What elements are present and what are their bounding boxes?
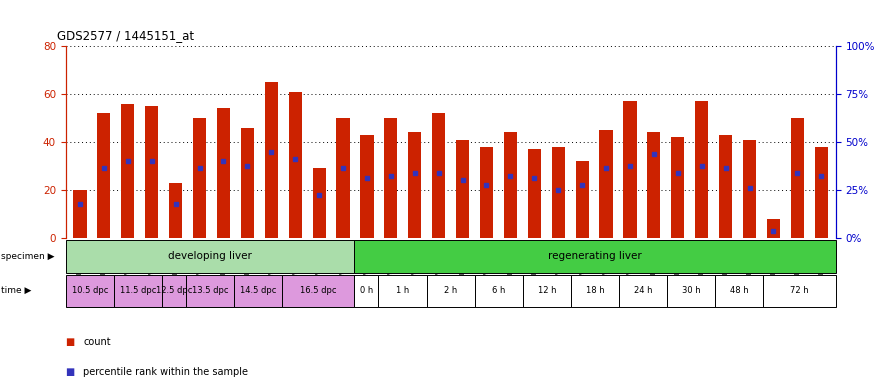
Bar [234, 275, 282, 307]
Text: time ▶: time ▶ [1, 286, 31, 295]
Bar [122, 104, 135, 238]
Bar [623, 101, 636, 238]
Bar [599, 130, 612, 238]
Bar [289, 92, 302, 238]
Bar [379, 275, 427, 307]
Bar [312, 169, 326, 238]
Text: 72 h: 72 h [790, 286, 808, 295]
Bar [97, 113, 110, 238]
Bar [384, 118, 397, 238]
Bar [432, 113, 445, 238]
Bar [169, 183, 182, 238]
Bar [571, 275, 620, 307]
Bar [66, 275, 114, 307]
Text: 24 h: 24 h [634, 286, 653, 295]
Bar [504, 132, 517, 238]
Bar [743, 140, 756, 238]
Bar [523, 275, 571, 307]
Text: 30 h: 30 h [682, 286, 701, 295]
Bar [815, 147, 828, 238]
Bar [719, 135, 732, 238]
Bar [282, 275, 354, 307]
Text: count: count [83, 337, 111, 347]
Bar [480, 147, 494, 238]
Text: 2 h: 2 h [444, 286, 458, 295]
Bar [766, 219, 780, 238]
Text: 0 h: 0 h [360, 286, 373, 295]
Text: 11.5 dpc: 11.5 dpc [120, 286, 156, 295]
Bar [620, 275, 668, 307]
Bar [193, 118, 206, 238]
Bar [241, 127, 254, 238]
Bar [74, 190, 87, 238]
Text: percentile rank within the sample: percentile rank within the sample [83, 367, 248, 377]
Text: 6 h: 6 h [492, 286, 506, 295]
Bar [668, 275, 716, 307]
Text: 10.5 dpc: 10.5 dpc [72, 286, 108, 295]
Bar [648, 132, 661, 238]
Bar [763, 275, 836, 307]
Bar [66, 240, 354, 273]
Bar [337, 118, 350, 238]
Bar [217, 108, 230, 238]
Bar [145, 106, 158, 238]
Bar [354, 275, 379, 307]
Text: 18 h: 18 h [585, 286, 605, 295]
Bar [186, 275, 235, 307]
Bar [551, 147, 564, 238]
Bar [114, 275, 162, 307]
Bar [354, 240, 836, 273]
Text: 14.5 dpc: 14.5 dpc [240, 286, 276, 295]
Bar [671, 137, 684, 238]
Bar [475, 275, 523, 307]
Bar [791, 118, 804, 238]
Text: 1 h: 1 h [396, 286, 410, 295]
Text: 12.5 dpc: 12.5 dpc [156, 286, 192, 295]
Bar [576, 161, 589, 238]
Bar [427, 275, 475, 307]
Text: 13.5 dpc: 13.5 dpc [192, 286, 228, 295]
Text: ■: ■ [66, 337, 75, 347]
Text: 16.5 dpc: 16.5 dpc [300, 286, 337, 295]
Text: developing liver: developing liver [168, 251, 252, 262]
Bar [265, 82, 278, 238]
Text: GDS2577 / 1445151_at: GDS2577 / 1445151_at [57, 29, 194, 42]
Bar [360, 135, 374, 238]
Bar [408, 132, 422, 238]
Bar [162, 275, 186, 307]
Text: regenerating liver: regenerating liver [548, 251, 642, 262]
Bar [456, 140, 469, 238]
Bar [528, 149, 541, 238]
Bar [716, 275, 763, 307]
Text: specimen ▶: specimen ▶ [1, 252, 54, 261]
Text: 12 h: 12 h [537, 286, 556, 295]
Text: ■: ■ [66, 367, 75, 377]
Bar [695, 101, 708, 238]
Text: 48 h: 48 h [730, 286, 749, 295]
